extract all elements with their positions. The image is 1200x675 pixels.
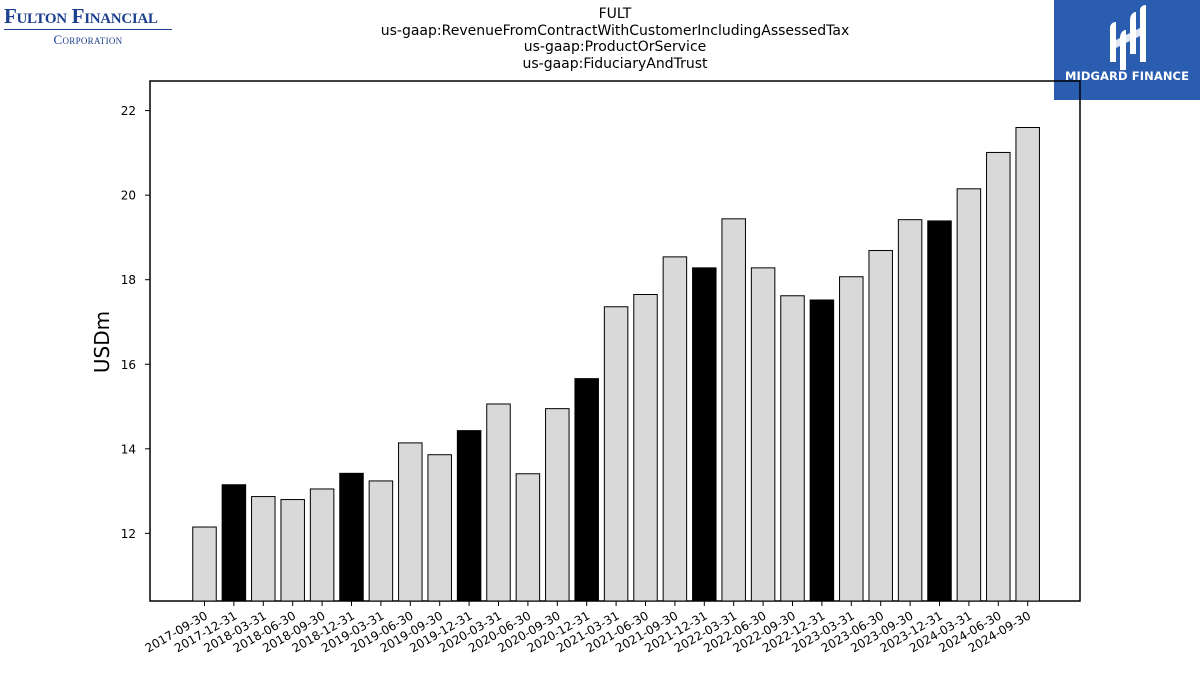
logo-divider bbox=[4, 29, 172, 30]
bar-2024-06-30 bbox=[986, 151, 1011, 602]
y-tick-label: 18 bbox=[121, 273, 136, 287]
y-tick-label: 22 bbox=[121, 104, 136, 118]
bar-series bbox=[192, 127, 1040, 602]
bar-2023-12-31 bbox=[927, 220, 952, 602]
y-tick-label: 14 bbox=[121, 442, 136, 456]
bar-2022-09-30 bbox=[780, 295, 805, 602]
bar-2021-09-30 bbox=[662, 256, 688, 602]
chart-title: FULT us-gaap:RevenueFromContractWithCust… bbox=[300, 6, 930, 72]
bar-2017-09-30 bbox=[192, 526, 217, 602]
y-axis-label: USDm bbox=[90, 311, 114, 373]
midgard-emblem-icon bbox=[1110, 5, 1146, 70]
bar-2024-03-31 bbox=[956, 188, 982, 602]
bar-2019-12-31 bbox=[456, 430, 482, 602]
bar-2022-03-31 bbox=[721, 218, 746, 602]
y-axis: 12 14 16 18 20 22 bbox=[121, 104, 150, 541]
bar-2018-06-30 bbox=[280, 499, 305, 602]
chart-title-line-1: FULT bbox=[598, 6, 632, 22]
chart-title-line-4: us-gaap:FiduciaryAndTrust bbox=[522, 55, 708, 72]
bar-2018-09-30 bbox=[309, 488, 335, 602]
bar-2021-06-30 bbox=[633, 294, 658, 602]
bar-2023-06-30 bbox=[868, 250, 893, 602]
y-tick-label: 16 bbox=[121, 358, 136, 372]
fulton-financial-logo: Fulton Financial Corporation bbox=[4, 4, 176, 47]
midgard-finance-logo: MIDGARD FINANCE bbox=[1054, 0, 1200, 100]
chart-title-line-3: us-gaap:ProductOrService bbox=[523, 39, 707, 55]
bar-2023-03-31 bbox=[839, 276, 864, 602]
y-tick-label: 20 bbox=[121, 189, 136, 203]
bar-2019-03-31 bbox=[368, 480, 394, 602]
bar-2021-03-31 bbox=[603, 306, 629, 602]
bar-2022-06-30 bbox=[750, 267, 776, 602]
logo-company-name: MIDGARD FINANCE bbox=[1064, 69, 1190, 83]
bar-2021-12-31 bbox=[692, 267, 717, 602]
bar-2020-03-31 bbox=[486, 403, 511, 602]
x-axis: 2017-09-302017-12-312018-03-312018-06-30… bbox=[143, 601, 1033, 655]
bar-2018-12-31 bbox=[339, 472, 364, 602]
bar-2024-09-30 bbox=[1015, 127, 1040, 602]
bar-2022-12-31 bbox=[809, 299, 835, 602]
bar-2019-09-30 bbox=[427, 454, 452, 602]
bar-2017-12-31 bbox=[221, 484, 247, 602]
bar-2019-06-30 bbox=[398, 442, 423, 602]
bar-2018-03-31 bbox=[251, 496, 276, 602]
chart-title-line-2: us-gaap:RevenueFromContractWithCustomerI… bbox=[380, 22, 850, 39]
bar-2020-12-31 bbox=[574, 378, 599, 602]
y-tick-label: 12 bbox=[121, 527, 136, 541]
logo-brand-name: Fulton Financial bbox=[4, 4, 158, 28]
logo-brand-subtitle: Corporation bbox=[53, 32, 123, 47]
bar-2020-09-30 bbox=[545, 408, 570, 602]
bar-2023-09-30 bbox=[897, 219, 923, 602]
bar-2020-06-30 bbox=[515, 473, 541, 602]
